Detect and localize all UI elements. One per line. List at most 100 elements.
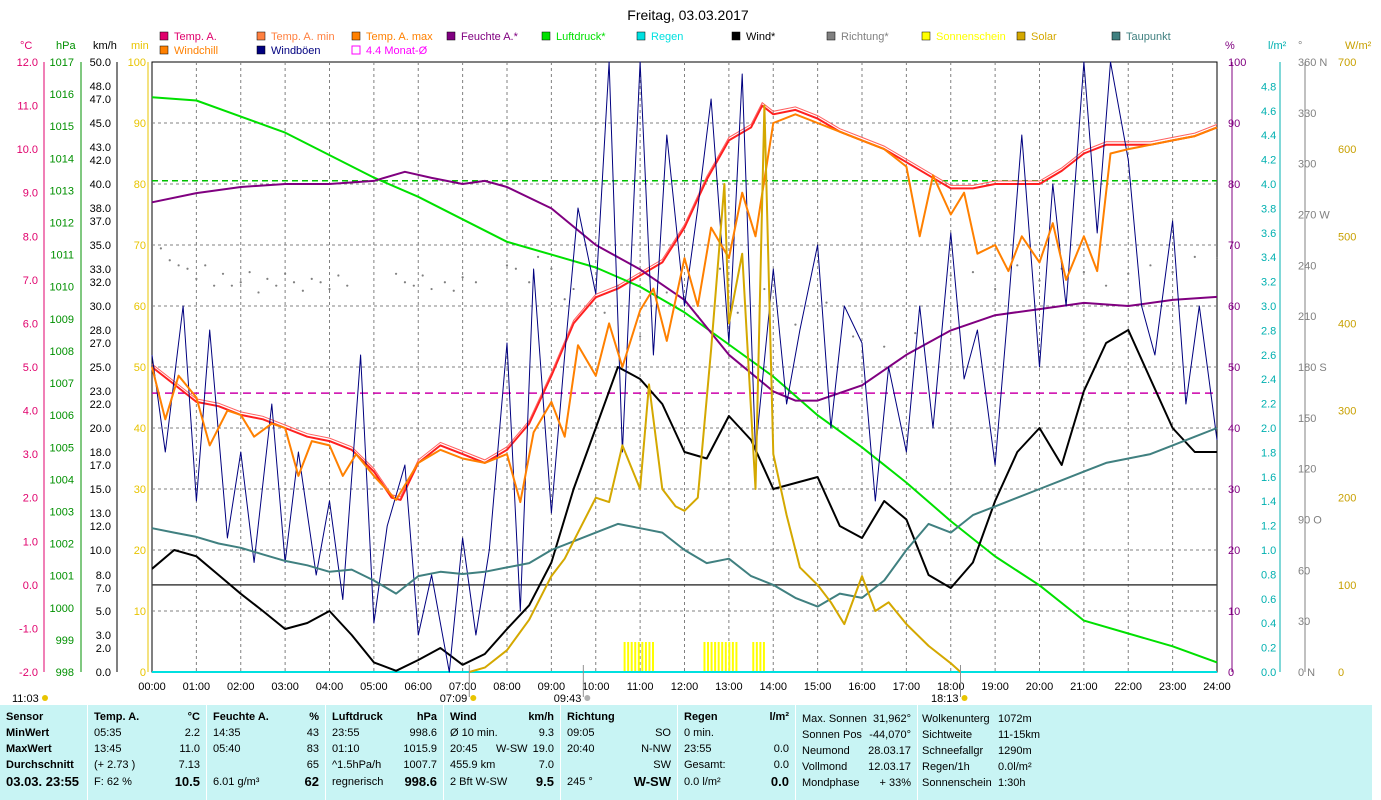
y-tick-label-wind: 12.0	[90, 521, 111, 533]
y-tick-label-temp: 7.0	[23, 275, 38, 287]
stats-cell-value: 9.3	[538, 727, 554, 739]
y-tick-label-rain: 1.6	[1261, 472, 1276, 484]
direction-point	[914, 332, 917, 335]
y-tick-label-pressure: 1013	[50, 185, 74, 197]
x-tick-label: 20:00	[1026, 681, 1054, 693]
legend-marker	[159, 31, 169, 41]
astro-row: Mondphase + 33%	[796, 775, 917, 791]
y-tick-label-wind: 0.0	[96, 667, 111, 679]
y-tick-label-wind: 37.0	[90, 216, 111, 228]
stats-cell-time: 0 min.	[684, 727, 714, 739]
y-tick-label-humidity: 40	[1228, 423, 1240, 435]
stats-cell-value: 10.5	[174, 774, 200, 789]
direction-point	[292, 281, 296, 284]
stats-header: Temp. A. °C	[88, 709, 206, 725]
legend-marker	[446, 31, 456, 41]
direction-point	[177, 264, 180, 267]
y-tick-label-direction: 360 N	[1298, 57, 1327, 69]
astro-value: 28.03.17	[868, 745, 911, 757]
y-tick-label-rain: 3.4	[1261, 252, 1276, 264]
row-label-avg: Durchschnitt	[6, 759, 74, 771]
stats-cell-time: 13:45	[94, 743, 122, 755]
stats-row-label: Durchschnitt	[0, 757, 87, 773]
y-tick-label-solar: 300	[1338, 406, 1356, 418]
direction-point	[430, 287, 433, 291]
astro-label: Vollmond	[802, 761, 848, 773]
direction-point	[195, 277, 198, 280]
stats-cell: 05:40 83	[207, 741, 325, 757]
stats-cell: 0.0 l/m² 0.0	[678, 774, 795, 790]
y-tick-label-direction: 120	[1298, 464, 1316, 476]
direction-point	[949, 274, 952, 277]
stats-cell: 245 ° W-SW	[561, 774, 677, 790]
y-tick-label-wind: 33.0	[90, 264, 111, 276]
y-tick-label-wind: 42.0	[90, 155, 111, 167]
x-tick-label: 15:00	[804, 681, 832, 693]
y-tick-label-wind: 48.0	[90, 81, 111, 93]
legend-label: Windböen	[271, 45, 321, 57]
stats-cell-value: 998.6	[404, 774, 437, 789]
stats-cell-time: (+ 2.73 )	[94, 759, 136, 771]
y-tick-label-wind: 50.0	[90, 57, 111, 69]
y-tick-label-temp: -2.0	[19, 667, 38, 679]
direction-point	[825, 301, 828, 304]
x-tick-label: 07:00	[449, 681, 477, 693]
series-line	[151, 61, 1218, 673]
y-tick-label-direction: 330	[1298, 108, 1316, 120]
y-tick-label-pressure: 999	[56, 635, 74, 647]
astro-label: Neumond	[802, 745, 850, 757]
axis-unit-label: °C	[20, 40, 32, 52]
y-tick-label-temp: 1.0	[23, 536, 38, 548]
stats-cell-time: 09:05	[567, 727, 595, 739]
y-tick-label-pressure: 1011	[50, 250, 74, 262]
direction-point	[168, 259, 171, 262]
direction-point	[514, 267, 517, 270]
stats-column-dir: Richtung 09:05 SO 20:40 N-NW SW 245 ° W-SW	[561, 705, 678, 800]
astro-row: Vollmond 12.03.17	[796, 759, 917, 775]
direction-point	[301, 289, 304, 292]
stats-cell: 09:05 SO	[561, 725, 677, 741]
direction-point	[284, 272, 287, 275]
legend-marker	[1016, 31, 1026, 41]
legend-marker	[636, 31, 646, 41]
stats-label-column: Sensor MinWert MaxWert Durchschnitt 03.0…	[0, 705, 88, 800]
stats-cell: 05:35 2.2	[88, 725, 206, 741]
y-tick-label-rain: 4.4	[1261, 130, 1276, 142]
y-tick-label-direction: 210	[1298, 311, 1316, 323]
legend-label: Feuchte A.*	[461, 31, 519, 43]
y-tick-label-rain: 1.0	[1261, 545, 1276, 557]
y-tick-label-direction: 0 N	[1298, 667, 1315, 679]
y-tick-label-temp: 3.0	[23, 449, 38, 461]
y-tick-label-wind: 25.0	[90, 362, 111, 374]
stats-column-wind: Wind km/h Ø 10 min. 9.3 20:45 W-SW 19.0 455.9 k…	[444, 705, 561, 800]
legend-marker	[351, 31, 361, 41]
legend-label: Temp. A. min	[271, 31, 335, 43]
misc-row: Regen/1h 0.0l/m²	[918, 759, 1036, 775]
astro-value: 12.03.17	[868, 761, 911, 773]
direction-point	[1127, 272, 1130, 275]
y-tick-label-minutes: 40	[134, 423, 146, 435]
x-tick-label: 16:00	[848, 681, 876, 693]
weather-chart: 00:00 01:00 02:00 03:00 04:00 05:00 06:00 07:00…	[12, 7, 1372, 705]
stats-cell: 23:55 0.0	[678, 741, 795, 757]
stats-cell-value: SW	[653, 759, 671, 771]
direction-point	[1171, 271, 1174, 274]
y-tick-label-wind: 7.0	[96, 583, 111, 595]
y-tick-label-temp: 5.0	[23, 362, 38, 374]
y-tick-label-rain: 0.2	[1261, 643, 1276, 655]
direction-point	[528, 281, 531, 284]
y-tick-label-wind: 3.0	[96, 630, 111, 642]
x-tick-label: 02:00	[227, 681, 255, 693]
stats-cell-time: Gesamt:	[684, 759, 726, 771]
direction-point	[239, 281, 242, 284]
stats-header-unit: km/h	[528, 711, 554, 723]
direction-point	[443, 281, 446, 284]
direction-point	[412, 284, 415, 287]
y-tick-label-temp: 0.0	[23, 580, 38, 592]
direction-point	[563, 298, 566, 301]
direction-point	[328, 287, 331, 291]
stats-header-unit: %	[309, 711, 319, 723]
direction-point	[204, 264, 207, 267]
y-tick-label-humidity: 30	[1228, 484, 1240, 496]
y-tick-label-solar: 500	[1338, 231, 1356, 243]
